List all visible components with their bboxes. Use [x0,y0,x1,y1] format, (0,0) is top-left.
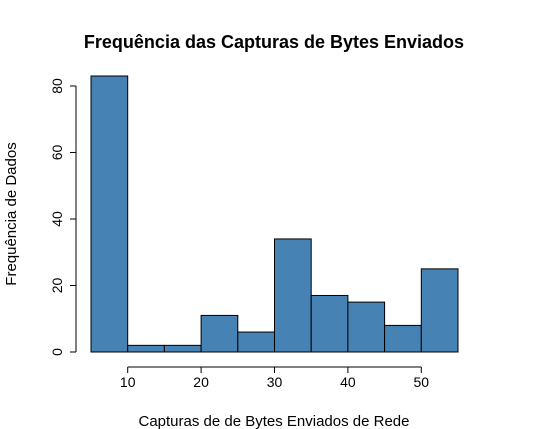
x-tick-label: 50 [414,374,430,390]
y-axis: 0 20 40 60 80 [49,78,77,356]
y-tick-label: 0 [49,348,65,356]
x-tick-label: 30 [267,374,283,390]
histogram-bar-8 [347,301,386,353]
x-axis-label: Capturas de de Bytes Enviados de Rede [138,413,409,429]
histogram-bar-3 [163,344,202,353]
histogram-bar-4 [200,314,239,353]
y-tick-label: 80 [49,78,65,94]
y-tick-label: 20 [49,277,65,293]
histogram-bar-7 [310,294,349,353]
histogram-bar-9 [384,324,422,353]
y-tick-label: 40 [49,211,65,227]
bars-group [90,75,459,353]
histogram-bar-5 [237,331,276,353]
x-tick-label: 20 [193,374,209,390]
histogram-bar-1 [90,75,129,353]
chart-title: Frequência das Capturas de Bytes Enviado… [84,32,464,52]
x-tick-label: 10 [120,374,136,390]
histogram-bar-10 [420,268,459,353]
y-axis-label: Frequência de Dados [3,142,20,285]
x-tick-label: 40 [340,374,356,390]
histogram-bar-6 [274,238,312,353]
x-axis: 10 20 30 40 50 [120,366,430,390]
histogram-bar-2 [127,344,165,353]
y-tick-label: 60 [49,144,65,160]
